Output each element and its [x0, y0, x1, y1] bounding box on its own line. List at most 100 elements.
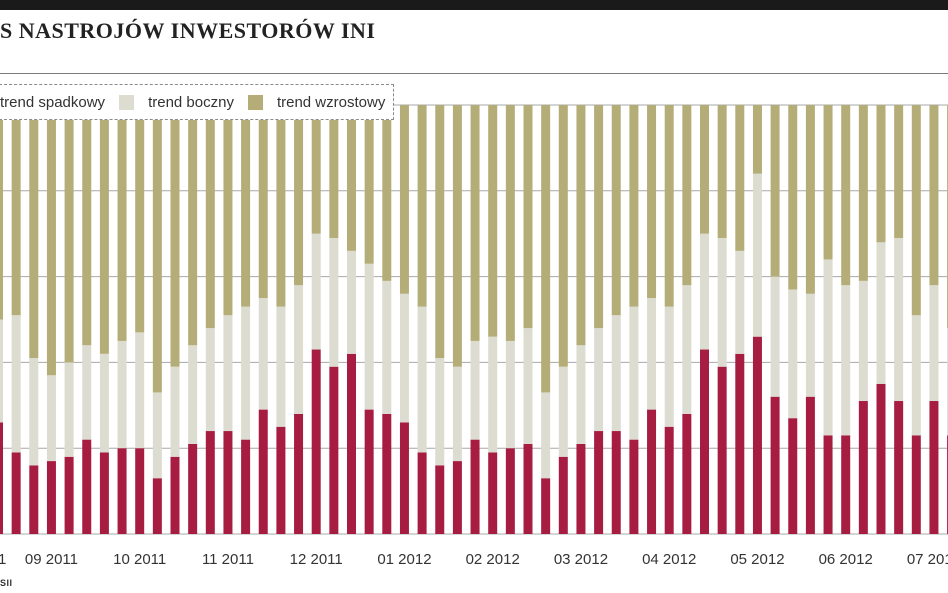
bar-trend-spadkowy-48: [841, 435, 851, 534]
x-tick-label-7: 03 2012: [554, 551, 608, 568]
bar-trend-boczny-9: [152, 392, 162, 479]
bar-trend-boczny-22: [382, 280, 392, 414]
bar-trend-spadkowy-6: [99, 452, 109, 534]
bar-trend-boczny-12: [205, 328, 215, 432]
bar-trend-spadkowy-27: [470, 439, 480, 534]
chart-legend: trend spadkowy trend boczny trend wzrost…: [0, 84, 395, 120]
legend-item-trend-boczny: trend boczny: [119, 94, 234, 111]
bar-trend-boczny-4: [64, 362, 74, 457]
stacked-bar-chart: 11 09 2011 10 2011 11 2011 12 2011 01 2012 02 …: [0, 104, 948, 568]
bar-trend-boczny-23: [399, 293, 409, 423]
bar-trend-boczny-43: [752, 173, 762, 337]
bar-trend-wzrostowy-22: [382, 105, 392, 281]
bar-trend-spadkowy-1: [11, 452, 21, 534]
bar-trend-wzrostowy-19: [329, 105, 339, 238]
legend-item-trend-spadkowy: trend spadkowy: [0, 94, 105, 111]
bar-trend-boczny-35: [611, 315, 621, 432]
bar-trend-boczny-1: [11, 315, 21, 453]
bar-trend-boczny-2: [29, 358, 39, 466]
bar-trend-spadkowy-12: [205, 431, 215, 534]
bar-trend-wzrostowy-25: [435, 105, 445, 359]
bar-trend-boczny-46: [805, 293, 815, 397]
bar-trend-wzrostowy-2: [29, 105, 39, 359]
bar-trend-spadkowy-52: [911, 435, 921, 534]
bar-trend-boczny-38: [664, 306, 674, 427]
bar-trend-wzrostowy-29: [505, 105, 515, 341]
bar-trend-boczny-30: [523, 328, 533, 444]
bar-trend-boczny-25: [435, 358, 445, 466]
bar-trend-wzrostowy-49: [858, 105, 868, 281]
x-tick-label-4: 12 2011: [290, 551, 343, 568]
bar-trend-spadkowy-23: [399, 422, 409, 534]
bar-trend-wzrostowy-53: [929, 105, 939, 286]
legend-label-trend-wzrostowy: trend wzrostowy: [276, 93, 386, 111]
bar-trend-boczny-32: [558, 366, 568, 457]
legend-label-trend-boczny: trend boczny: [148, 93, 234, 111]
bar-trend-wzrostowy-7: [117, 105, 127, 341]
bar-trend-wzrostowy-15: [258, 105, 268, 299]
bar-trend-boczny-39: [682, 285, 692, 414]
bar-trend-boczny-15: [258, 298, 268, 410]
bar-trend-wzrostowy-35: [611, 105, 621, 316]
bar-trend-spadkowy-7: [117, 448, 127, 534]
bar-trend-boczny-18: [311, 233, 321, 350]
bar-trend-wzrostowy-17: [294, 105, 304, 286]
bar-trend-boczny-21: [364, 263, 374, 410]
bar-trend-spadkowy-33: [576, 443, 586, 534]
bar-trend-wzrostowy-4: [64, 105, 74, 363]
bar-trend-spadkowy-13: [223, 431, 233, 534]
bar-trend-wzrostowy-33: [576, 105, 586, 346]
bar-trend-spadkowy-21: [364, 409, 374, 534]
legend-swatch-trend-boczny: [119, 94, 135, 110]
bar-trend-spadkowy-35: [611, 431, 621, 534]
bar-trend-spadkowy-14: [241, 439, 251, 534]
bar-trend-wzrostowy-28: [488, 105, 498, 337]
bar-trend-wzrostowy-1: [11, 105, 21, 316]
bar-trend-spadkowy-43: [752, 336, 762, 534]
bar-trend-spadkowy-15: [258, 409, 268, 534]
bar-trend-boczny-41: [717, 237, 727, 367]
bar-trend-spadkowy-20: [347, 353, 356, 534]
bar-trend-wzrostowy-3: [46, 105, 56, 376]
bar-trend-wzrostowy-9: [152, 105, 162, 393]
bar-trend-spadkowy-39: [682, 413, 692, 534]
bar-trend-spadkowy-37: [647, 409, 657, 534]
bar-trend-wzrostowy-40: [700, 105, 709, 234]
chart-title: S NASTROJÓW INWESTORÓW INI: [0, 18, 376, 43]
bar-trend-boczny-44: [770, 276, 780, 397]
bar-trend-boczny-14: [241, 306, 251, 440]
bar-trend-boczny-26: [452, 366, 462, 462]
bar-trend-spadkowy-24: [417, 452, 427, 534]
bar-trend-spadkowy-16: [276, 426, 286, 534]
bar-trend-spadkowy-18: [311, 349, 321, 534]
bar-trend-wzrostowy-44: [770, 105, 780, 277]
bar-trend-wzrostowy-21: [364, 105, 374, 264]
bar-trend-wzrostowy-12: [205, 105, 215, 329]
bar-trend-spadkowy-44: [770, 396, 780, 534]
bar-trend-wzrostowy-26: [452, 105, 462, 367]
bar-trend-boczny-6: [99, 353, 109, 453]
bar-trend-wzrostowy-50: [876, 105, 886, 243]
bar-trend-wzrostowy-5: [82, 105, 92, 346]
legend-swatch-trend-wzrostowy: [247, 94, 263, 110]
bar-trend-spadkowy-32: [558, 456, 568, 534]
bar-trend-boczny-53: [929, 285, 939, 402]
bar-trend-spadkowy-22: [382, 413, 392, 534]
bar-trend-spadkowy-17: [294, 413, 304, 534]
bar-trend-wzrostowy-23: [399, 105, 409, 294]
bar-trend-wzrostowy-8: [135, 105, 145, 333]
bar-trend-spadkowy-30: [523, 443, 533, 534]
bar-trend-boczny-7: [117, 340, 127, 449]
legend-label-trend-spadkowy: trend spadkowy: [0, 93, 106, 111]
bar-trend-spadkowy-19: [329, 366, 339, 534]
bar-trend-wzrostowy-16: [276, 105, 286, 307]
bar-trend-boczny-20: [347, 250, 356, 354]
bar-trend-spadkowy-41: [717, 366, 727, 534]
bar-trend-wzrostowy-34: [594, 105, 604, 329]
bar-trend-boczny-3: [46, 375, 56, 462]
bar-trend-boczny-11: [188, 345, 198, 444]
x-tick-label-2: 10 2011: [113, 551, 166, 568]
top-rule: [0, 0, 948, 10]
title-rule: [0, 73, 948, 74]
bar-trend-spadkowy-10: [170, 456, 180, 534]
